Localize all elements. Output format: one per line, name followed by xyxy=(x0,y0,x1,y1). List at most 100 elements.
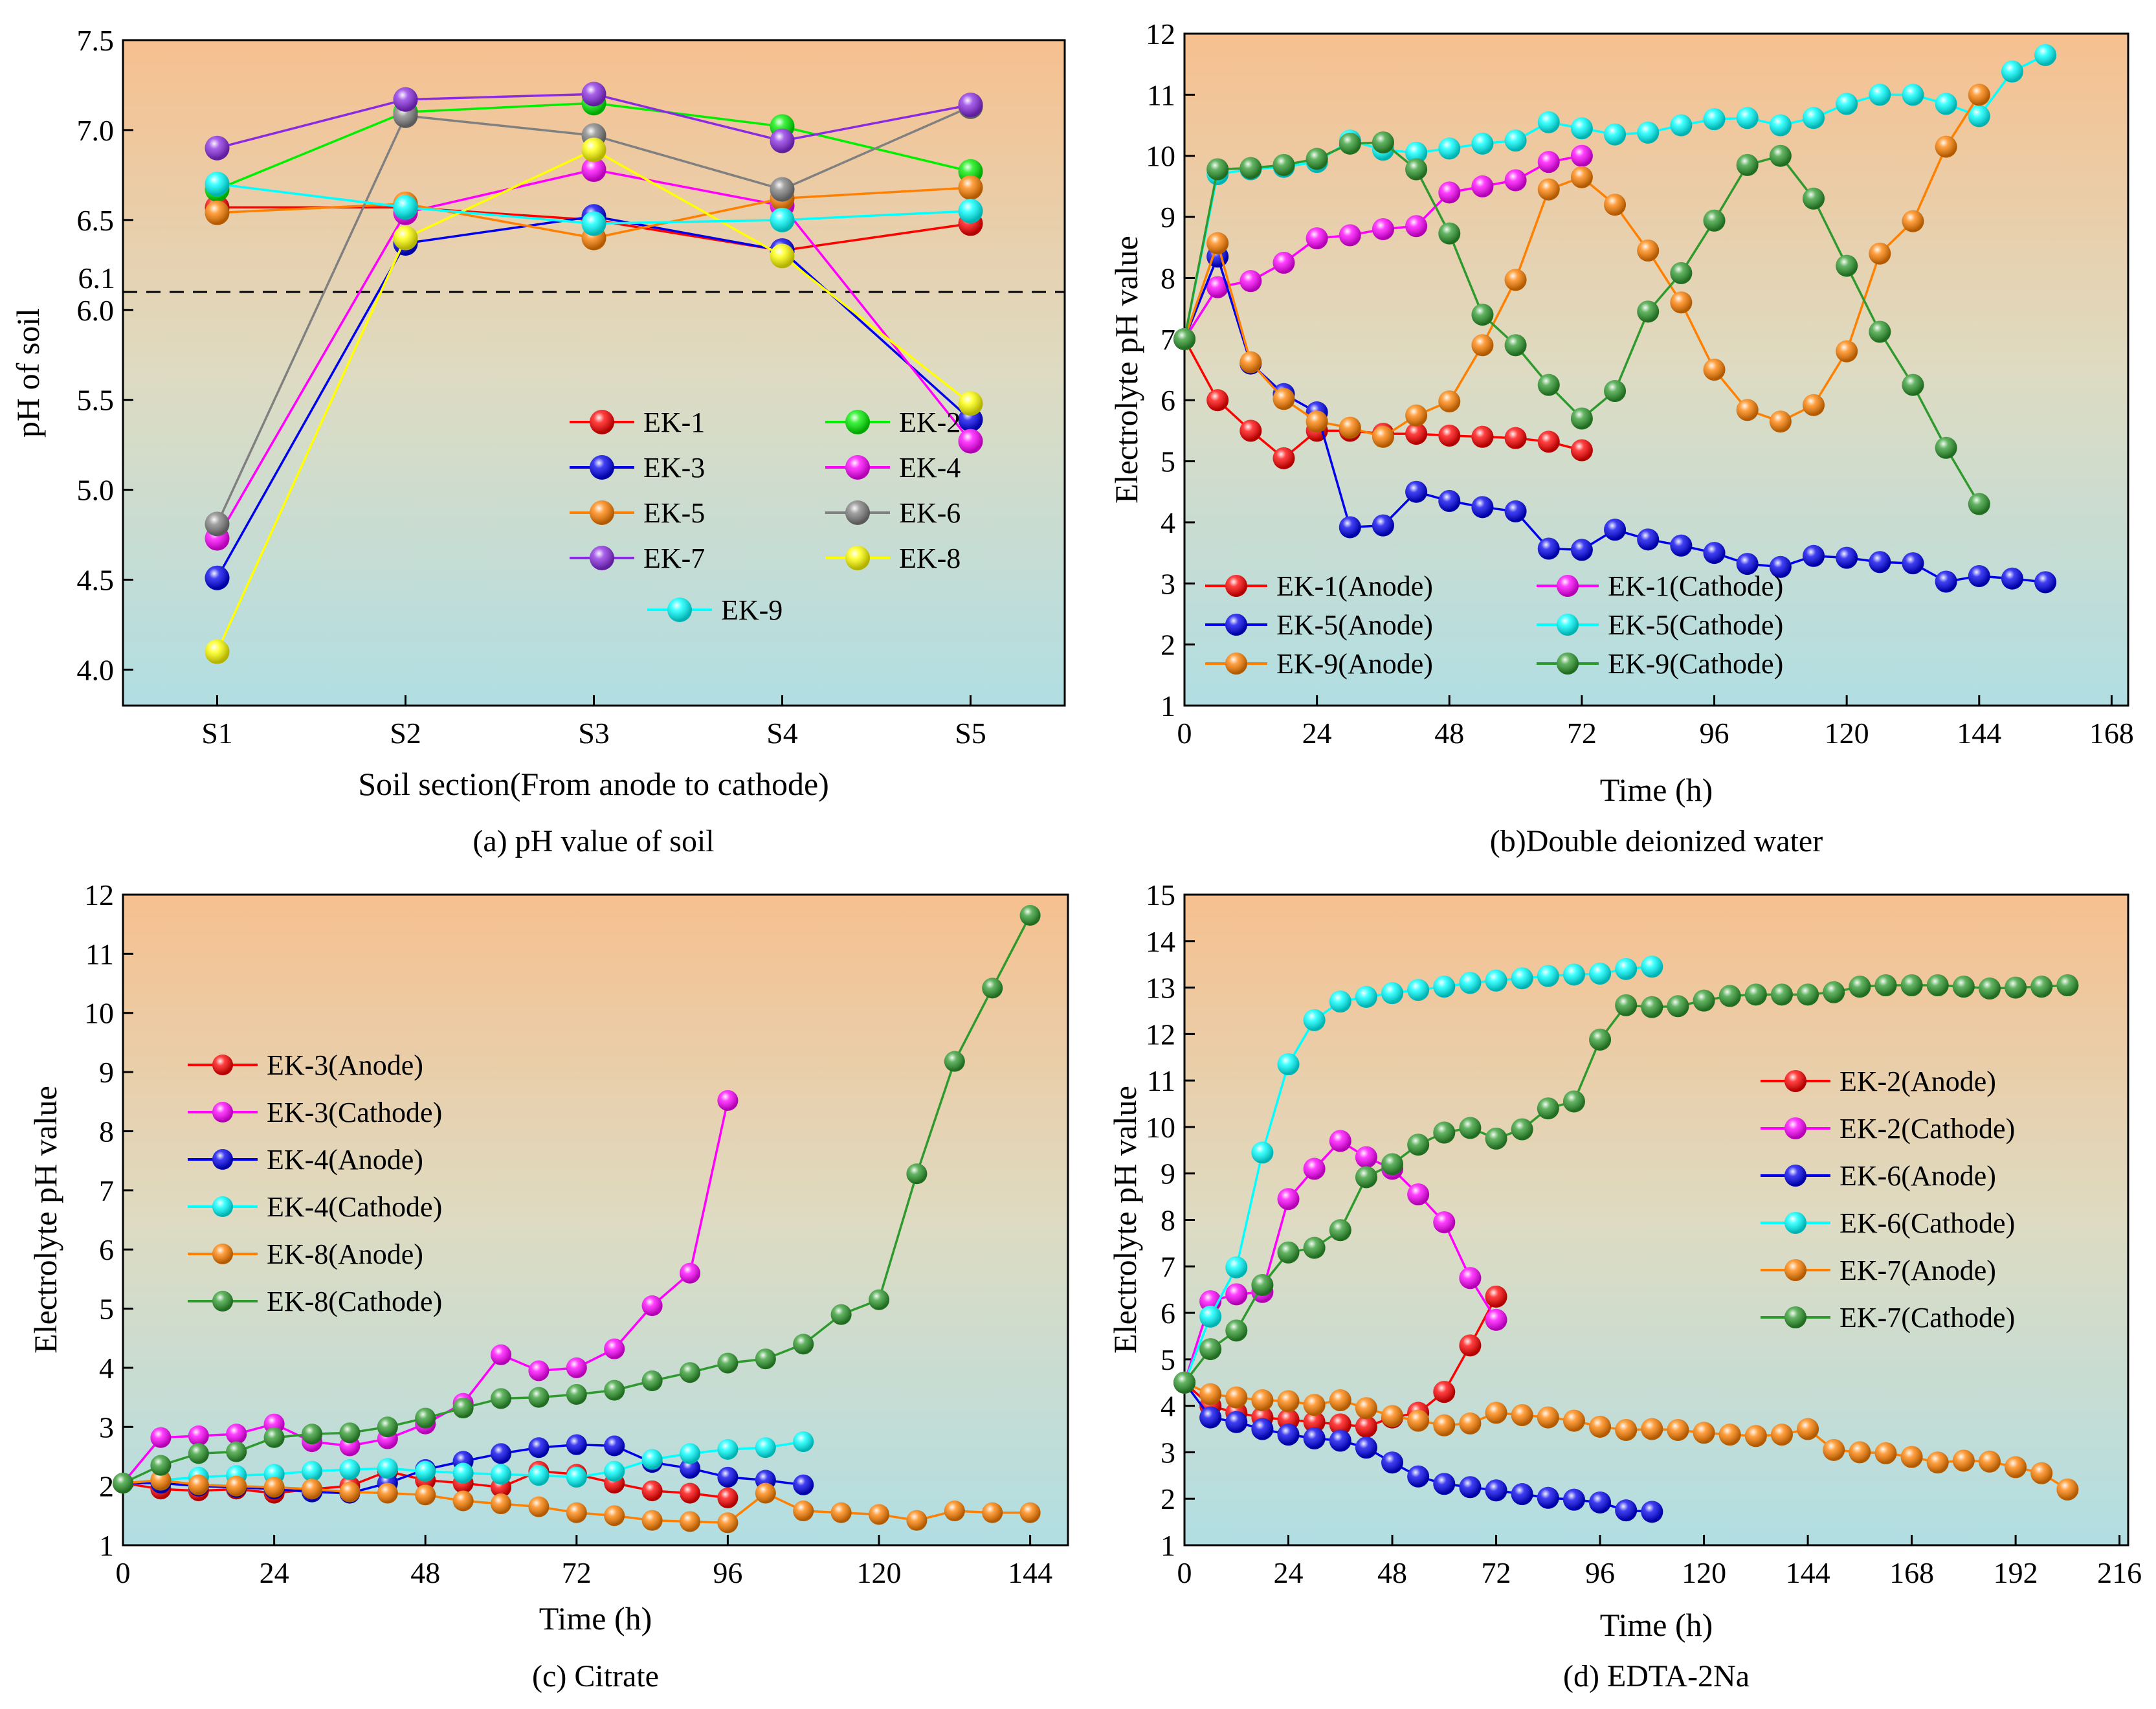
data-point-shine xyxy=(1355,1146,1377,1168)
data-point-shine xyxy=(1736,107,1759,129)
x-tick-label: 168 xyxy=(2089,717,2134,750)
data-point-shine xyxy=(1667,995,1689,1018)
data-point-shine xyxy=(1339,224,1361,247)
legend-swatch-marker xyxy=(590,455,614,480)
data-point-shine xyxy=(1935,93,1957,115)
data-point xyxy=(1869,551,1891,574)
data-point xyxy=(205,565,230,590)
legend-label: EK-3 xyxy=(643,452,705,484)
data-point-shine xyxy=(1381,982,1404,1005)
legend-label: EK-4(Cathode) xyxy=(267,1191,442,1223)
data-point-shine xyxy=(1637,528,1660,551)
data-point-shine xyxy=(1206,232,1229,254)
data-point xyxy=(1511,1483,1533,1506)
y-tick-label: 5.5 xyxy=(77,384,115,417)
data-point xyxy=(755,1437,776,1458)
series-ek-8-anode xyxy=(113,1469,1041,1534)
legend-swatch-marker xyxy=(845,500,870,525)
legend-item-ek-4: EK-4 xyxy=(825,452,961,484)
y-tick-label: 6.0 xyxy=(77,294,115,327)
legend-item-ek-6: EK-6 xyxy=(825,497,961,529)
data-point xyxy=(1206,389,1229,412)
data-point xyxy=(944,1051,965,1072)
data-point-shine xyxy=(1199,1338,1222,1361)
legend-item-ek-2-cathode: EK-2(Cathode) xyxy=(1761,1113,2015,1145)
data-point-shine xyxy=(641,1449,663,1470)
data-point xyxy=(982,977,1003,999)
data-point xyxy=(1736,153,1759,176)
data-point-shine xyxy=(680,1482,700,1504)
data-point-shine xyxy=(1849,1441,1871,1464)
data-point-shine xyxy=(1537,151,1560,173)
legend-swatch-marker-shine xyxy=(212,1244,233,1264)
data-point-shine xyxy=(1978,1450,2001,1473)
data-point xyxy=(793,1334,814,1355)
data-point-shine xyxy=(1511,1118,1533,1141)
data-point xyxy=(1803,394,1825,416)
data-point xyxy=(1736,399,1759,421)
legend-swatch-marker-shine xyxy=(1225,575,1247,597)
data-point-shine xyxy=(604,1379,625,1401)
data-point xyxy=(1459,1334,1482,1357)
data-point-shine xyxy=(2005,1456,2027,1479)
data-point xyxy=(641,1370,663,1392)
data-point-shine xyxy=(641,1370,663,1392)
data-point xyxy=(1272,251,1295,274)
data-point xyxy=(377,1458,398,1479)
data-point xyxy=(1718,1424,1741,1446)
data-point-shine xyxy=(680,1443,700,1464)
data-point-shine xyxy=(1693,1422,1715,1444)
data-point xyxy=(1504,169,1527,192)
x-tick-label: 120 xyxy=(857,1556,902,1589)
legend-item-ek-1-cathode: EK-1(Cathode) xyxy=(1537,570,1783,602)
x-tick-label: 120 xyxy=(1682,1556,1726,1589)
legend-item-ek-2-anode: EK-2(Anode) xyxy=(1761,1066,1996,1097)
legend-item-ek-6-anode: EK-6(Anode) xyxy=(1761,1160,1996,1192)
data-point-shine xyxy=(958,391,983,416)
data-point-shine xyxy=(1372,425,1394,448)
series-ek-7-cathode xyxy=(1173,974,2079,1394)
data-point xyxy=(1272,153,1295,176)
data-point xyxy=(1459,1412,1482,1435)
data-point xyxy=(1703,209,1726,232)
legend-item-ek-1-anode: EK-1(Anode) xyxy=(1205,570,1433,602)
data-point xyxy=(1637,239,1660,262)
data-point xyxy=(604,1338,625,1359)
data-point-shine xyxy=(1902,552,1924,575)
data-point-shine xyxy=(1770,983,1793,1006)
y-tick-label: 4 xyxy=(1161,506,1175,539)
data-point-shine xyxy=(1562,1488,1585,1511)
data-point-shine xyxy=(1504,334,1527,357)
data-point-shine xyxy=(1935,436,1957,459)
data-point-shine xyxy=(2030,1462,2053,1484)
x-axis-label-a: Soil section(From anode to cathode) xyxy=(358,766,829,802)
data-point xyxy=(1272,447,1295,469)
data-point-shine xyxy=(1537,374,1560,396)
data-point xyxy=(1537,178,1560,201)
y-tick-label: 6 xyxy=(1161,1297,1175,1330)
data-point xyxy=(1718,985,1741,1007)
data-point-shine xyxy=(1303,1427,1326,1449)
data-point xyxy=(1637,121,1660,144)
data-point xyxy=(1968,105,1990,128)
data-point xyxy=(1562,1409,1585,1432)
data-point xyxy=(1570,539,1593,561)
data-point-shine xyxy=(1926,974,1949,996)
data-point-shine xyxy=(1869,551,1891,574)
data-point-shine xyxy=(1537,1097,1559,1120)
data-point xyxy=(339,1481,361,1502)
data-point-shine xyxy=(1703,108,1726,131)
data-point-shine xyxy=(1537,178,1560,201)
data-point-shine xyxy=(1306,410,1328,433)
data-point xyxy=(1206,232,1229,254)
data-point xyxy=(2030,976,2053,998)
data-point-shine xyxy=(1303,1236,1326,1259)
data-point-shine xyxy=(2005,976,2027,999)
data-point-shine xyxy=(1459,1334,1482,1357)
data-point-shine xyxy=(1537,965,1559,987)
legend-label: EK-7(Anode) xyxy=(1839,1255,1996,1286)
legend-swatch-marker xyxy=(1784,1165,1806,1187)
legend-label: EK-6(Cathode) xyxy=(1839,1207,2015,1239)
data-point-shine xyxy=(226,1441,247,1462)
legend-label: EK-5 xyxy=(643,497,705,529)
